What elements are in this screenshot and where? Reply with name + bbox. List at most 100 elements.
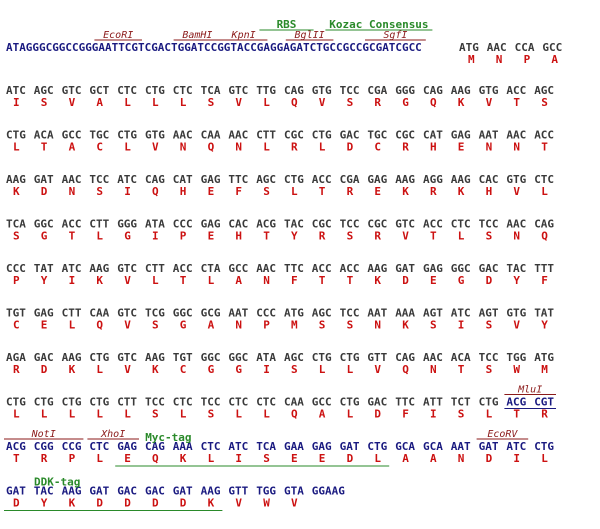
codon: TGC (367, 129, 387, 142)
amino-acid: L (347, 363, 354, 376)
codon: CTA (201, 262, 221, 275)
amino-acid: L (69, 408, 76, 421)
codon: ACG (6, 440, 26, 453)
codon: CTG (89, 351, 109, 364)
codon: ACA (451, 351, 471, 364)
amino-acid: L (124, 141, 131, 154)
codon: TCG (145, 307, 165, 320)
amino-acid: S (291, 363, 298, 376)
codon: AGT (479, 307, 499, 320)
codon: CGA (340, 173, 360, 186)
codon: CTC (173, 84, 193, 97)
enzyme-label: XhoI (100, 429, 125, 440)
codon: AAG (201, 485, 221, 498)
codon: CAG (145, 440, 165, 453)
codon: GAG (201, 218, 221, 231)
amino-acid: S (486, 319, 493, 332)
amino-acid: R (13, 363, 20, 376)
amino-acid: Q (291, 96, 298, 109)
amino-acid: G (208, 363, 215, 376)
amino-acid: Y (513, 274, 520, 287)
amino-acid: L (124, 408, 131, 421)
amino-acid: L (319, 363, 326, 376)
codon: AGG (423, 173, 443, 186)
codon: GAC (34, 351, 54, 364)
codon: CTG (6, 396, 26, 409)
amino-acid: A (96, 96, 103, 109)
codon: CTG (534, 440, 554, 453)
amino-acid: D (13, 497, 20, 510)
amino-acid: N (263, 274, 270, 287)
amino-acid: S (152, 319, 159, 332)
amino-acid: N (180, 141, 187, 154)
codon: AAC (62, 173, 82, 186)
amino-acid: G (402, 96, 409, 109)
amino-acid: L (96, 363, 103, 376)
codon: ATT (423, 396, 443, 409)
codon: CTG (312, 129, 332, 142)
codon: GTG (145, 129, 165, 142)
amino-acid: A (69, 141, 76, 154)
codon: CAG (284, 84, 304, 97)
codon: GAT (479, 440, 499, 453)
feature-label: Kozac Consensus (329, 18, 428, 31)
codon: ACC (312, 173, 332, 186)
codon: CTG (145, 84, 165, 97)
codon: AAC (256, 262, 276, 275)
codon: TTG (256, 84, 276, 97)
amino-acid: I (152, 230, 159, 243)
codon: GAC (367, 396, 387, 409)
codon: GTT (367, 351, 387, 364)
codon: TCC (89, 173, 109, 186)
codon: CAG (145, 173, 165, 186)
amino-acid: F (235, 185, 242, 198)
codon: TAT (34, 262, 54, 275)
codon: CTG (34, 396, 54, 409)
codon: TCC (201, 396, 221, 409)
codon: CTT (89, 218, 109, 231)
amino-acid: T (458, 363, 465, 376)
amino-acid: G (180, 319, 187, 332)
enzyme-label: BglII (295, 30, 325, 41)
amino-acid: S (41, 96, 48, 109)
amino-acid: Q (430, 96, 437, 109)
codon: AAT (228, 307, 248, 320)
codon: TCC (145, 396, 165, 409)
codon: GCG (201, 307, 221, 320)
codon: AAG (367, 262, 387, 275)
enzyme-label: KpnI (231, 30, 256, 41)
codon: TCA (201, 84, 221, 97)
codon: AAC (228, 129, 248, 142)
codon: CGG (34, 440, 54, 453)
codon: CTG (340, 396, 360, 409)
amino-acid: A (208, 319, 215, 332)
codon: CGT (534, 396, 554, 409)
amino-acid: G (41, 230, 48, 243)
codon: CTT (145, 262, 165, 275)
amino-acid: N (235, 141, 242, 154)
codon: GAT (395, 262, 415, 275)
codon: TAC (284, 218, 304, 231)
amino-acid: S (208, 96, 215, 109)
codon: AAG (62, 351, 82, 364)
codon: GGC (228, 351, 248, 364)
amino-acid: Q (402, 363, 409, 376)
amino-acid: K (458, 185, 465, 198)
amino-acid: T (319, 274, 326, 287)
amino-acid: D (374, 408, 381, 421)
amino-acid: H (235, 230, 242, 243)
amino-acid: L (180, 96, 187, 109)
amino-acid: L (69, 319, 76, 332)
codon: GAG (201, 173, 221, 186)
codon: GTC (117, 307, 137, 320)
codon: AAT (367, 307, 387, 320)
amino-acid: N (430, 363, 437, 376)
codon: AAC (506, 129, 526, 142)
codon: ATC (6, 84, 26, 97)
amino-acid: T (13, 452, 20, 465)
amino-acid: T (513, 96, 520, 109)
amino-acid: K (69, 363, 76, 376)
amino-acid: L (263, 408, 270, 421)
codon: AGC (256, 173, 276, 186)
